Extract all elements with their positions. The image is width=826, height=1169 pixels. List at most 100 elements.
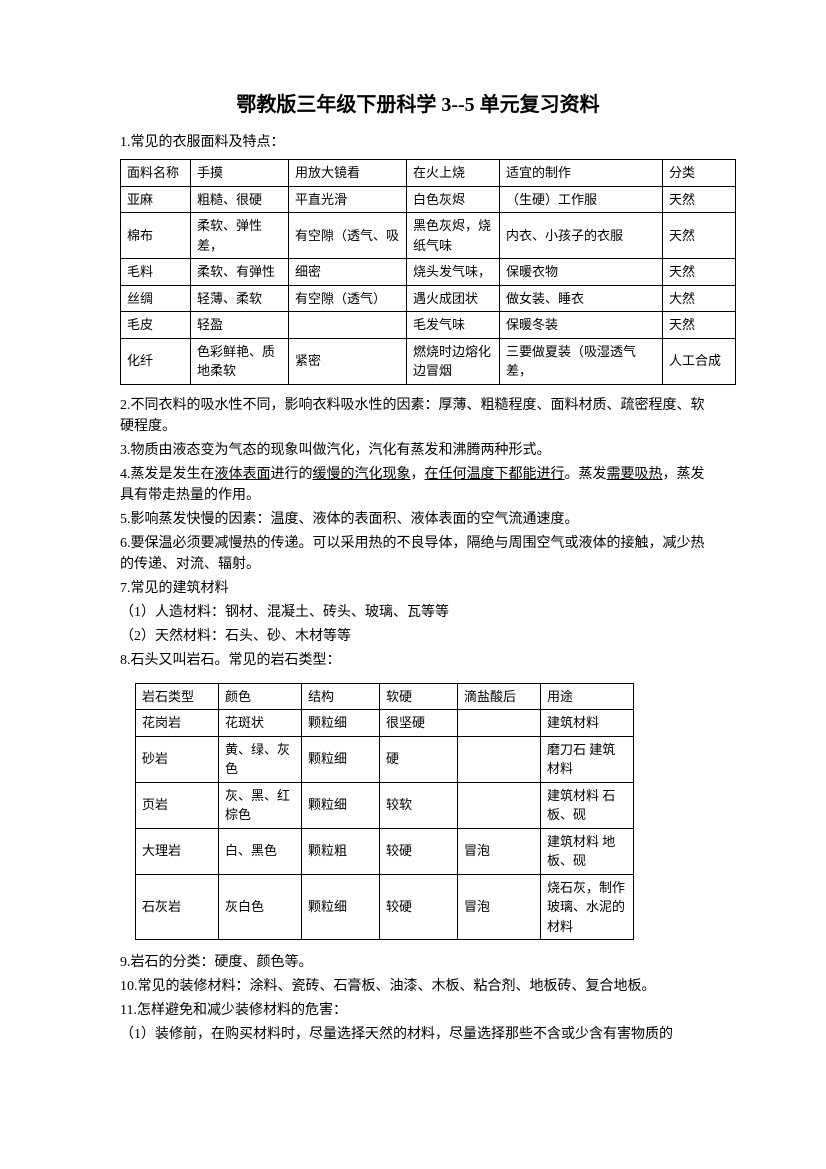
cell: 毛发气味 [407,312,500,339]
cell: 硬 [380,736,458,782]
cell [458,782,541,828]
text: 4.蒸发是发生在 [120,467,215,482]
table-row: 花岗岩 花斑状 颗粒细 很坚硬 建筑材料 [136,710,634,737]
cell [289,312,407,339]
cell: 内衣、小孩子的衣服 [500,213,663,259]
paragraph-2: 2.不同衣料的吸水性不同，影响衣料吸水性的因素：厚薄、粗糙程度、面料材质、疏密程… [120,395,716,437]
cell: 建筑材料 石板、砚 [541,782,634,828]
paragraph-8: 8.石头又叫岩石。常见的岩石类型： [120,650,716,671]
cell: 保暖衣物 [500,259,663,286]
cell: 颗粒粗 [302,828,380,874]
text: 。蒸发 [565,467,607,482]
underline-text: 液体表面 [215,467,271,482]
cell: 人工合成 [663,338,736,384]
cell: 颗粒细 [302,710,380,737]
cell: 细密 [289,259,407,286]
paragraph-3: 3.物质由液态变为气态的现象叫做汽化，汽化有蒸发和沸腾两种形式。 [120,440,716,461]
cell: 轻盈 [191,312,289,339]
paragraph-4: 4.蒸发是发生在液体表面进行的缓慢的汽化现象，在任何温度下都能进行。蒸发需要吸热… [120,464,716,506]
page-title: 鄂教版三年级下册科学 3--5 单元复习资料 [120,90,716,120]
paragraph-5: 5.影响蒸发快慢的因素：温度、液体的表面积、液体表面的空气流通速度。 [120,509,716,530]
cell: 柔软、有弹性 [191,259,289,286]
table-row: 化纤 色彩鲜艳、质地柔软 紧密 燃烧时边熔化边冒烟 三要做夏装（吸湿透气差， 人… [121,338,736,384]
paragraph-7b: （2）天然材料：石头、砂、木材等等 [120,626,716,647]
table-row: 页岩 灰、黑、红棕色 颗粒细 较软 建筑材料 石板、砚 [136,782,634,828]
table-header-row: 岩石类型 颜色 结构 软硬 滴盐酸后 用途 [136,683,634,710]
cell: 棉布 [121,213,191,259]
cell: 白色灰烬 [407,186,500,213]
cell: 遇火成团状 [407,285,500,312]
cell: 冒泡 [458,828,541,874]
underline-text: 缓慢的汽化现象 [313,467,411,482]
cell: 黑色灰烬，烧纸气味 [407,213,500,259]
text: 进行的 [271,467,313,482]
cell: 花斑状 [219,710,302,737]
cell: 砂岩 [136,736,219,782]
cell: 石灰岩 [136,874,219,940]
underline-text: 需要吸热 [607,467,663,482]
th: 用途 [541,683,634,710]
th: 手摸 [191,160,289,187]
cell: 粗糙、很硬 [191,186,289,213]
th: 岩石类型 [136,683,219,710]
table-row: 丝绸 轻薄、柔软 有空隙（透气） 遇火成团状 做女装、睡衣 大然 [121,285,736,312]
cell: 颗粒细 [302,874,380,940]
cell: 毛料 [121,259,191,286]
text: ， [411,467,425,482]
paragraph-7: 7.常见的建筑材料 [120,578,716,599]
cell: 亚麻 [121,186,191,213]
cell: 大理岩 [136,828,219,874]
th: 分类 [663,160,736,187]
th: 面料名称 [121,160,191,187]
cell: 平直光滑 [289,186,407,213]
cell: 保暖冬装 [500,312,663,339]
cell: 较软 [380,782,458,828]
cell: 丝绸 [121,285,191,312]
cell: 灰白色 [219,874,302,940]
paragraph-6: 6.要保温必须要减慢热的传递。可以采用热的不良导体，隔绝与周围空气或液体的接触，… [120,533,716,575]
cell [458,710,541,737]
table-row: 亚麻 粗糙、很硬 平直光滑 白色灰烬 （生硬）工作服 天然 [121,186,736,213]
cell: 灰、黑、红棕色 [219,782,302,828]
cell: 花岗岩 [136,710,219,737]
cell: 紧密 [289,338,407,384]
table-row: 砂岩 黄、绿、灰色 颗粒细 硬 磨刀石 建筑材料 [136,736,634,782]
cell: 烧石灰，制作 玻璃、水泥的材料 [541,874,634,940]
fabric-table: 面料名称 手摸 用放大镜看 在火上烧 适宜的制作 分类 亚麻 粗糙、很硬 平直光… [120,159,736,385]
cell: 轻薄、柔软 [191,285,289,312]
paragraph-7a: （1）人造材料：钢材、混凝土、砖头、玻璃、瓦等等 [120,602,716,623]
cell: 毛皮 [121,312,191,339]
cell: 天然 [663,259,736,286]
table-row: 大理岩 白、黑色 颗粒粗 较硬 冒泡 建筑材料 地板、砚 [136,828,634,874]
paragraph-11: 11.怎样避免和减少装修材料的危害： [120,1000,716,1021]
cell: （生硬）工作服 [500,186,663,213]
th: 结构 [302,683,380,710]
cell: 有空隙（透气） [289,285,407,312]
th: 在火上烧 [407,160,500,187]
cell: 冒泡 [458,874,541,940]
cell: 烧头发气味， [407,259,500,286]
cell: 有空隙（透气、吸 [289,213,407,259]
cell: 较硬 [380,828,458,874]
table-row: 毛皮 轻盈 毛发气味 保暖冬装 天然 [121,312,736,339]
rock-table: 岩石类型 颜色 结构 软硬 滴盐酸后 用途 花岗岩 花斑状 颗粒细 很坚硬 建筑… [135,683,634,941]
table-header-row: 面料名称 手摸 用放大镜看 在火上烧 适宜的制作 分类 [121,160,736,187]
paragraph-1: 1.常见的衣服面料及特点： [120,132,716,153]
th: 软硬 [380,683,458,710]
cell: 颗粒细 [302,736,380,782]
cell: 磨刀石 建筑材料 [541,736,634,782]
underline-text: 在任何温度下都能进行 [425,467,565,482]
cell: 黄、绿、灰色 [219,736,302,782]
paragraph-10: 10.常见的装修材料：涂料、瓷砖、石膏板、油漆、木板、粘合剂、地板砖、复合地板。 [120,976,716,997]
cell: 柔软、弹性差， [191,213,289,259]
cell: 天然 [663,186,736,213]
cell: 建筑材料 地板、砚 [541,828,634,874]
th: 颜色 [219,683,302,710]
cell: 大然 [663,285,736,312]
cell [458,736,541,782]
th: 滴盐酸后 [458,683,541,710]
table-row: 石灰岩 灰白色 颗粒细 较硬 冒泡 烧石灰，制作 玻璃、水泥的材料 [136,874,634,940]
th: 用放大镜看 [289,160,407,187]
cell: 建筑材料 [541,710,634,737]
cell: 天然 [663,213,736,259]
